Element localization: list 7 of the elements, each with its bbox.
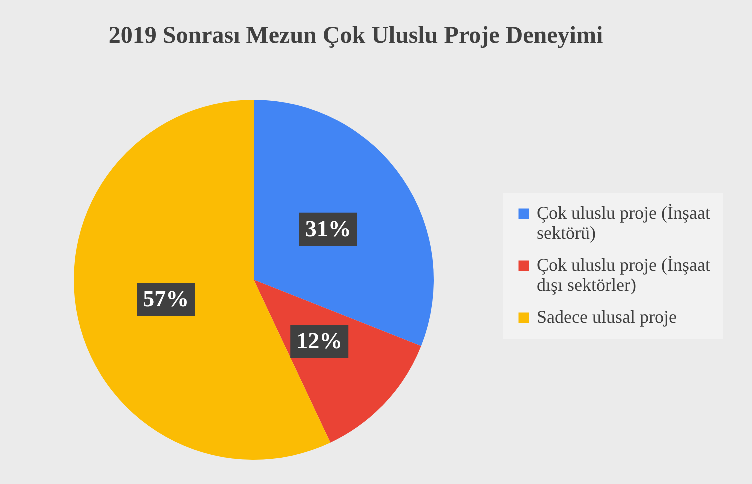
legend-label: Çok uluslu proje (İnşaat dışı sektörler)	[537, 255, 710, 295]
legend-label: Çok uluslu proje (İnşaat sektörü)	[537, 203, 710, 243]
data-label: 12%	[296, 328, 343, 354]
data-label: 57%	[143, 286, 190, 312]
chart-title: 2019 Sonrası Mezun Çok Uluslu Proje Deneyimi	[108, 23, 604, 49]
data-label: 31%	[305, 216, 352, 242]
legend-label: Sadece ulusal proje	[537, 307, 677, 327]
